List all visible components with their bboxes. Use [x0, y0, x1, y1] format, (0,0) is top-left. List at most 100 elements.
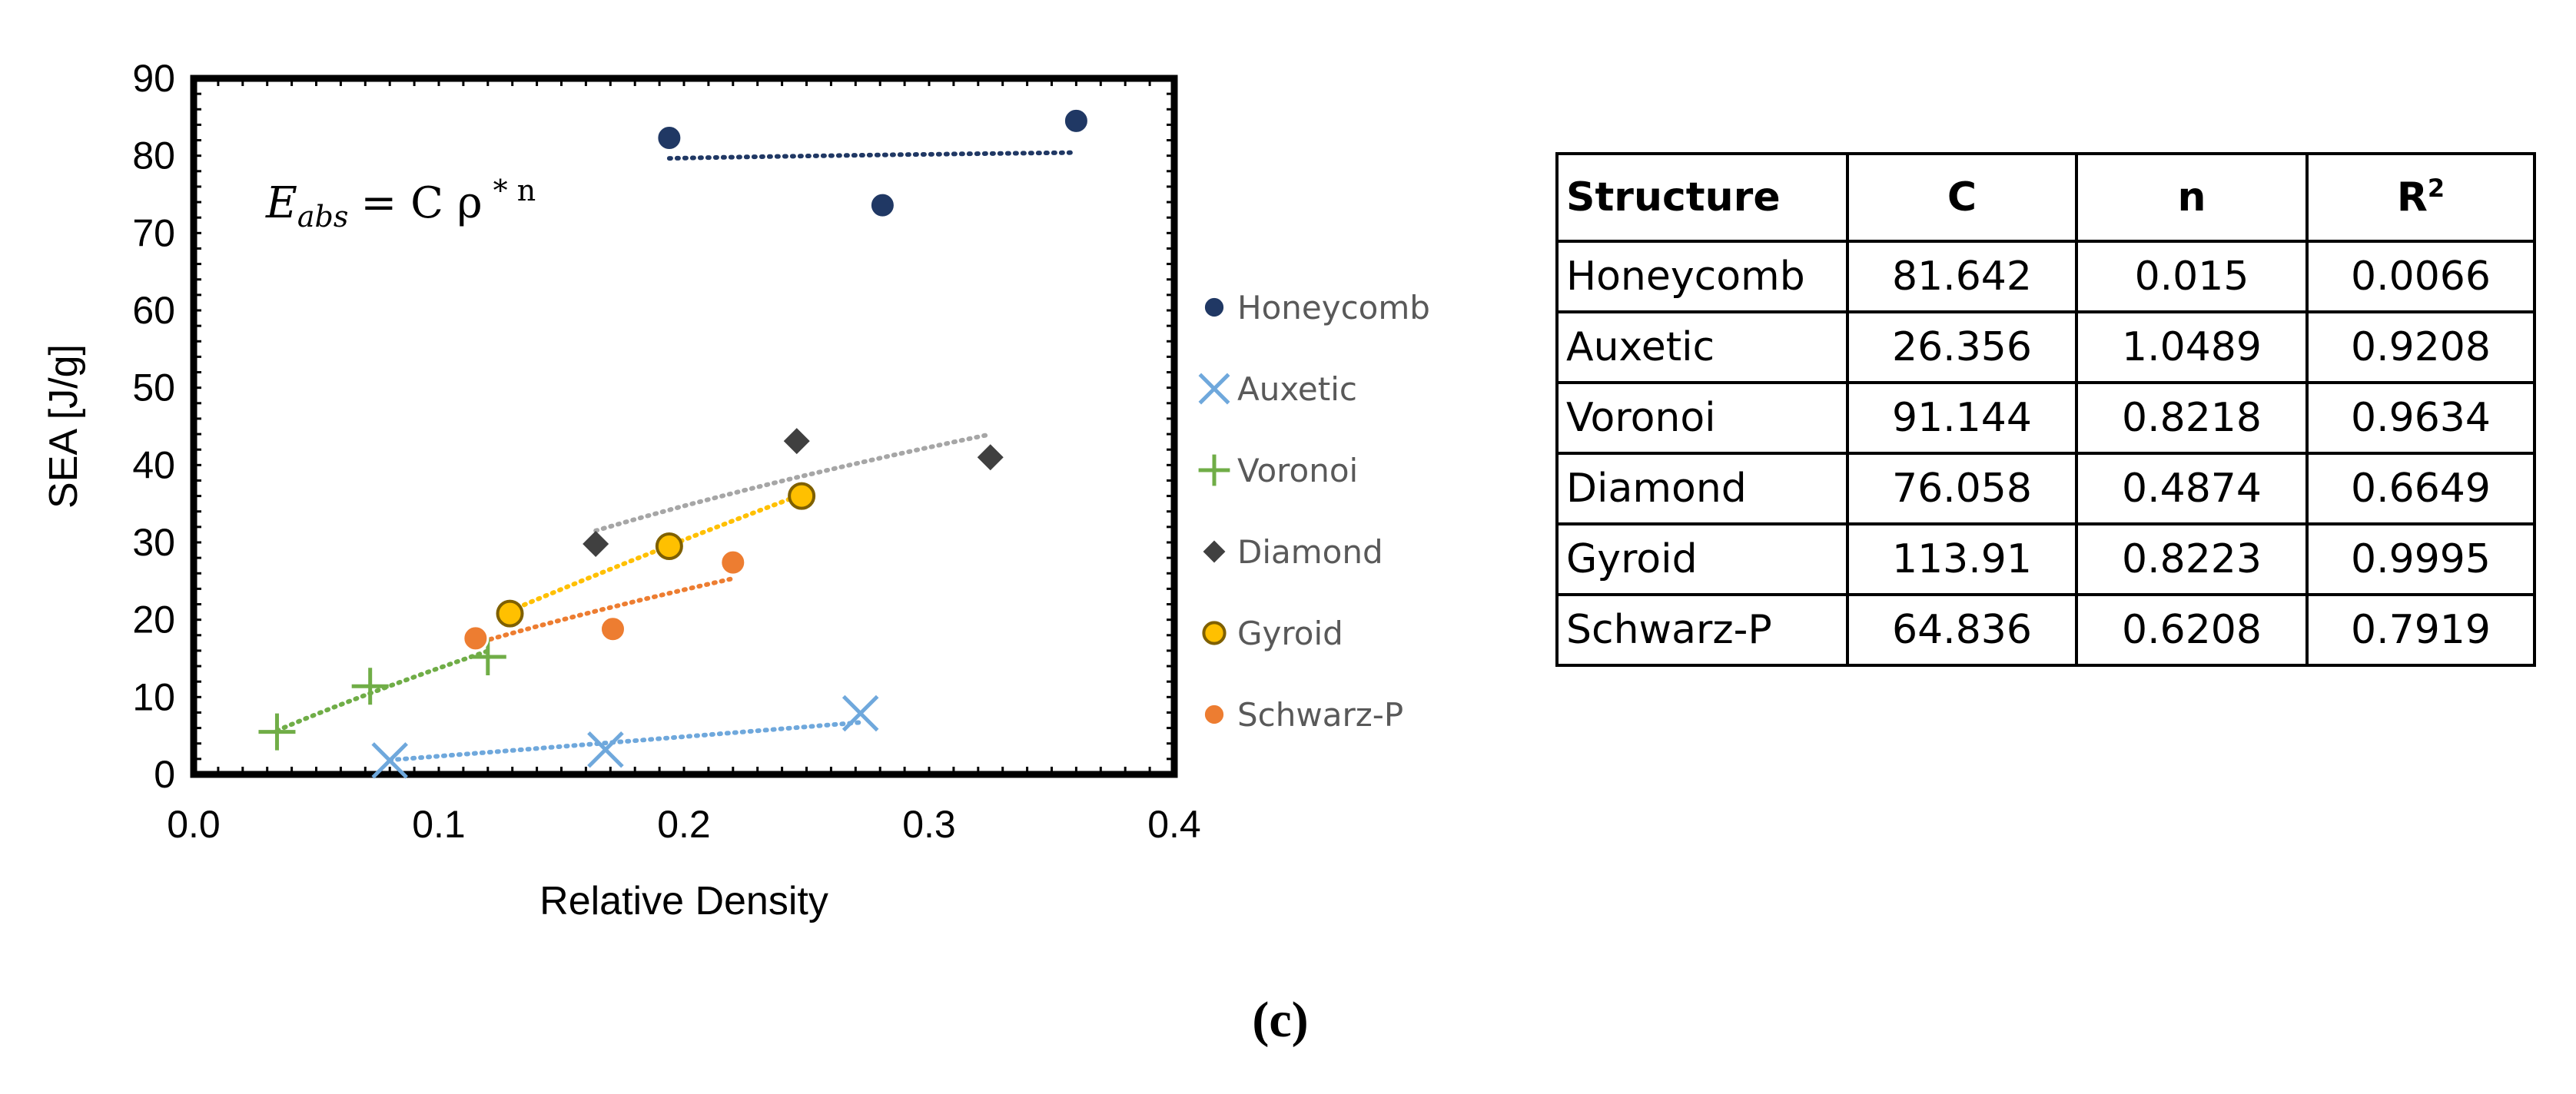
legend-label: Gyroid	[1237, 615, 1343, 652]
table-cell-value: 0.9208	[2305, 310, 2536, 384]
legend-marker-gyroid	[1202, 621, 1227, 645]
legend-marker-schwarz-p	[1202, 702, 1227, 727]
header-r2-base: R	[2396, 174, 2428, 221]
data-point-gyroid	[655, 532, 683, 561]
legend-marker-auxetic	[1198, 373, 1230, 405]
table-cell-value: 1.0489	[2075, 310, 2309, 384]
table-row: Auxetic 26.356 1.0489 0.9208	[1555, 310, 2536, 384]
data-point-honeycomb	[1062, 107, 1090, 134]
circle-mark	[1062, 107, 1090, 134]
data-point-diamond	[977, 444, 1004, 471]
y-tick-label: 10	[132, 675, 175, 718]
data-point-schwarz-p	[462, 625, 490, 652]
table-cell-value: 0.8218	[2075, 381, 2309, 455]
table-cell-value: 0.6208	[2075, 593, 2309, 667]
diamond-mark	[977, 444, 1004, 471]
data-point-diamond	[783, 428, 810, 455]
figure-caption: (c)	[1252, 992, 1309, 1048]
x-mark-stroke	[842, 695, 879, 732]
fit-line-gyroid	[507, 492, 805, 614]
legend-marker-honeycomb	[1202, 295, 1227, 320]
legend-item: Schwarz-P	[1202, 696, 1403, 734]
legend-item: Diamond	[1203, 533, 1383, 571]
x-tick-label: 0.2	[657, 803, 711, 846]
legend-label: Schwarz-P	[1237, 696, 1403, 734]
table-cell-structure: Gyroid	[1555, 522, 1849, 596]
equation-label: Eabs = C ρ * n	[265, 174, 536, 234]
table-cell-value: 0.9995	[2305, 522, 2536, 596]
legend-marker-diamond	[1203, 540, 1226, 563]
table-cell-structure: Auxetic	[1555, 310, 1849, 384]
fit-parameters-table: Structure C n R2 Honeycomb 81.642 0.015 0.0…	[1555, 152, 2536, 667]
fit-line-schwarz-p	[473, 576, 735, 646]
circle-mark	[1202, 295, 1227, 320]
circle-mark	[719, 549, 747, 576]
table-row: Voronoi 91.144 0.8218 0.9634	[1555, 381, 2536, 455]
diamond-mark	[783, 428, 810, 455]
data-point-auxetic	[842, 695, 879, 732]
x-tick-label: 0.0	[167, 803, 221, 846]
circle-mark	[788, 482, 816, 510]
data-point-honeycomb	[868, 191, 896, 219]
table-cell-value: 91.144	[1846, 381, 2078, 455]
plot-frame	[190, 75, 1178, 778]
data-point-diamond	[583, 531, 609, 558]
data-point-gyroid	[496, 599, 524, 628]
table-cell-value: 0.8223	[2075, 522, 2309, 596]
table-cell-structure: Schwarz-P	[1555, 593, 1849, 667]
header-r2-sup: 2	[2427, 174, 2445, 204]
header-n: n	[2075, 152, 2309, 243]
data-point-voronoi	[351, 668, 389, 705]
legend-label: Honeycomb	[1237, 289, 1430, 327]
table-cell-value: 26.356	[1846, 310, 2078, 384]
table-cell-value: 0.7919	[2305, 593, 2536, 667]
y-tick-label: 40	[132, 443, 175, 486]
circle-mark	[1202, 621, 1227, 645]
legend: Honeycomb Auxetic Voronoi Diamond Gyroid Schw…	[1198, 289, 1430, 734]
x-mark-stroke	[587, 731, 624, 768]
legend-label: Diamond	[1237, 533, 1383, 571]
table-row: Honeycomb 81.642 0.015 0.0066	[1555, 240, 2536, 313]
diamond-mark	[1203, 540, 1226, 563]
table-cell-value: 0.6649	[2305, 452, 2536, 525]
table-cell-value: 64.836	[1846, 593, 2078, 667]
x-mark-stroke	[371, 742, 408, 779]
fit-line-honeycomb	[666, 150, 1079, 161]
y-tick-label: 70	[132, 211, 175, 254]
legend-marker-voronoi	[1198, 454, 1230, 486]
circle-mark	[868, 191, 896, 219]
y-tick-label: 50	[132, 366, 175, 409]
legend-label: Auxetic	[1237, 370, 1357, 408]
table-cell-value: 81.642	[1846, 240, 2078, 313]
data-point-honeycomb	[656, 124, 683, 152]
axes: 0.0 0.1 0.2 0.3 0.4 0 10 20 30 40 50 60 70 80 90 Relati…	[41, 57, 1201, 923]
x-tick-label: 0.1	[412, 803, 466, 846]
table-row: Gyroid 113.91 0.8223 0.9995	[1555, 522, 2536, 596]
table-cell-value: 0.9634	[2305, 381, 2536, 455]
table-cell-value: 76.058	[1846, 452, 2078, 525]
table-header-row: Structure C n R2	[1555, 152, 2536, 243]
header-c: C	[1846, 152, 2078, 243]
legend-label: Voronoi	[1237, 452, 1358, 489]
table-cell-structure: Diamond	[1555, 452, 1849, 525]
table-cell-value: 113.91	[1846, 522, 2078, 596]
legend-item: Honeycomb	[1202, 289, 1430, 327]
data-point-auxetic	[587, 731, 624, 768]
data-point-schwarz-p	[719, 549, 747, 576]
table-cell-value: 0.4874	[2075, 452, 2309, 525]
x-tick-label: 0.3	[902, 803, 956, 846]
data-point-gyroid	[788, 482, 816, 510]
circle-mark	[655, 532, 683, 561]
x-mark-stroke	[1198, 373, 1230, 405]
data-point-auxetic	[371, 742, 408, 779]
table-cell-structure: Honeycomb	[1555, 240, 1849, 313]
legend-item: Auxetic	[1198, 370, 1357, 408]
legend-item: Gyroid	[1202, 615, 1343, 652]
y-tick-label: 30	[132, 521, 175, 564]
data-points	[258, 107, 1090, 779]
header-r2: R2	[2305, 152, 2536, 243]
x-tick-label: 0.4	[1147, 803, 1201, 846]
y-tick-label: 0	[154, 753, 175, 796]
y-tick-label: 20	[132, 598, 175, 641]
